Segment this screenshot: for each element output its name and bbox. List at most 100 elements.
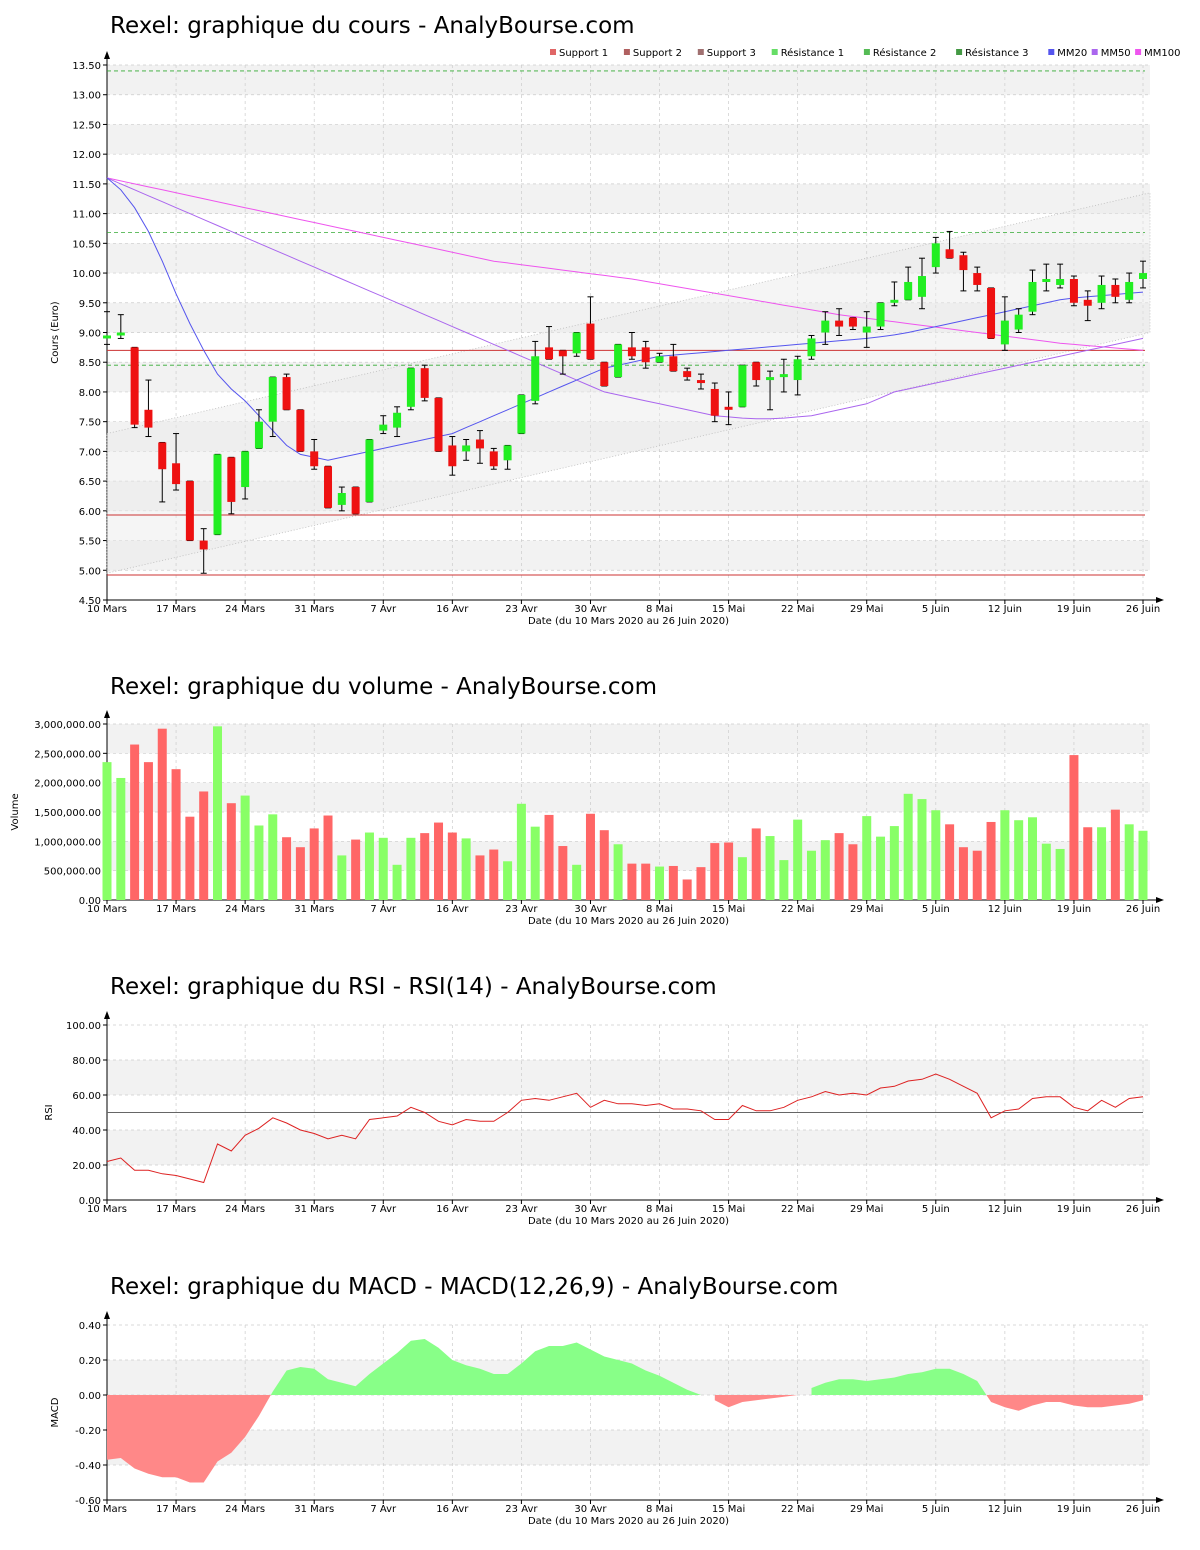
volume-bar <box>641 863 651 900</box>
x-tick-label: 30 Avr <box>574 904 607 915</box>
volume-bar <box>254 825 264 900</box>
candle <box>1083 290 1092 322</box>
candle <box>475 430 484 464</box>
candle-body <box>738 365 747 407</box>
volume-bar <box>102 762 112 900</box>
chart-title: Rexel: graphique du MACD - MACD(12,26,9)… <box>110 1274 838 1300</box>
candle <box>683 367 692 381</box>
candle-body <box>821 320 830 333</box>
macd-positive-area <box>270 1339 987 1395</box>
candle-body <box>130 347 139 425</box>
legend-item: Support 2 <box>633 48 682 59</box>
volume-bar <box>972 850 982 900</box>
candle-body <box>572 332 581 354</box>
x-tick-label: 5 Juin <box>922 1204 950 1215</box>
x-tick-label: 7 Avr <box>370 1504 397 1515</box>
grid-band <box>107 1430 1150 1465</box>
volume-bar <box>1138 830 1148 900</box>
volume-bar <box>1027 817 1037 900</box>
volume-bar <box>1124 824 1134 900</box>
x-tick-label: 10 Mars <box>87 1204 127 1215</box>
grid-band <box>107 243 1150 274</box>
x-tick-label: 26 Juin <box>1126 604 1160 615</box>
x-tick-label: 16 Avr <box>436 1504 469 1515</box>
candle <box>393 406 402 438</box>
x-tick-label: 10 Mars <box>87 904 127 915</box>
x-tick-label: 5 Juin <box>922 904 950 915</box>
volume-bar <box>585 813 595 900</box>
candle-body <box>172 463 181 485</box>
volume-bar <box>1083 827 1093 900</box>
volume-bar <box>1110 809 1120 900</box>
legend-item: Support 1 <box>559 48 608 59</box>
candle <box>172 433 181 491</box>
candle <box>213 453 222 536</box>
candle-body <box>724 406 733 410</box>
x-tick-label: 16 Avr <box>436 904 469 915</box>
chart-panel-0: 4.50 5.00 5.50 6.00 6.50 7.00 7.50 8.00 8.50 9.00… <box>50 13 1180 627</box>
y-axis-arrow <box>104 1011 110 1019</box>
volume-bar <box>793 819 803 900</box>
x-tick-label: 16 Avr <box>436 1204 469 1215</box>
y-axis-arrow <box>104 710 110 718</box>
candle-body <box>282 377 291 410</box>
legend-swatch <box>697 49 704 55</box>
candle <box>835 308 844 336</box>
candle <box>185 480 194 542</box>
candle-body <box>545 347 554 360</box>
volume-bar <box>447 832 457 900</box>
chart-title: Rexel: graphique du RSI - RSI(14) - Anal… <box>110 974 717 1000</box>
volume-bar <box>544 814 554 900</box>
x-tick-label: 23 Avr <box>505 1204 538 1215</box>
candle-body <box>614 344 623 378</box>
volume-bar <box>323 815 333 900</box>
candle <box>1111 278 1120 304</box>
candle-body <box>296 409 305 452</box>
candle <box>462 439 471 461</box>
candle-body <box>158 442 167 470</box>
candle <box>1056 263 1065 289</box>
y-tick-label: 4.50 <box>79 596 101 607</box>
y-tick-label: 8.00 <box>79 388 101 399</box>
y-tick-label: 6.50 <box>79 477 101 488</box>
x-axis-label: Date (du 10 Mars 2020 au 26 Juin 2020) <box>528 1516 729 1527</box>
x-tick-label: 7 Avr <box>370 604 397 615</box>
x-tick-label: 22 Mai <box>781 904 814 915</box>
x-tick-label: 19 Juin <box>1057 604 1091 615</box>
x-tick-label: 17 Mars <box>156 604 196 615</box>
y-axis-label: Cours (Euro) <box>50 301 61 364</box>
x-tick-label: 8 Mai <box>646 904 673 915</box>
candle <box>890 281 899 307</box>
candle <box>268 376 277 438</box>
y-tick-label: 1,000,000.00 <box>34 837 101 848</box>
x-tick-label: 22 Mai <box>781 604 814 615</box>
y-tick-label: 10.50 <box>72 239 101 250</box>
candle-body <box>406 368 415 407</box>
grid-band <box>107 124 1150 155</box>
candle <box>876 302 885 331</box>
volume-bar <box>475 855 485 900</box>
y-tick-label: 12.50 <box>72 120 101 131</box>
y-tick-label: -0.40 <box>75 1461 101 1472</box>
volume-bar <box>143 762 153 900</box>
grid-band <box>107 183 1150 214</box>
grid-band <box>107 1060 1150 1095</box>
candle <box>517 394 526 435</box>
x-tick-label: 29 Mai <box>850 904 883 915</box>
candle <box>669 343 678 372</box>
x-tick-label: 15 Mai <box>712 904 745 915</box>
chart-title: Rexel: graphique du cours - AnalyBourse.… <box>110 13 635 39</box>
candle-body <box>103 335 111 339</box>
macd-negative-area <box>107 1395 1143 1483</box>
candle <box>586 296 595 360</box>
y-tick-label: 0.00 <box>79 1391 101 1402</box>
chart-panel-2: 0.00 20.00 40.00 60.00 80.00 100.00 10 Mars 17 … <box>44 974 1164 1227</box>
volume-bar <box>737 857 747 900</box>
grid-band <box>107 1130 1150 1165</box>
volume-bar <box>1055 848 1065 900</box>
candle <box>503 444 512 470</box>
y-tick-label: 40.00 <box>72 1126 101 1137</box>
candle-body <box>1028 281 1037 312</box>
candle <box>1028 269 1037 316</box>
x-tick-label: 30 Avr <box>574 1504 607 1515</box>
